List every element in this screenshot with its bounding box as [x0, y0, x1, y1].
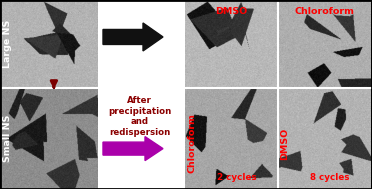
Text: Chloroform: Chloroform — [295, 7, 355, 16]
Text: DMSO: DMSO — [280, 127, 289, 160]
Text: 2 cycles: 2 cycles — [217, 173, 256, 182]
FancyArrow shape — [103, 23, 163, 51]
Bar — [98, 0, 185, 189]
FancyArrow shape — [103, 137, 163, 161]
Text: Small NS: Small NS — [3, 115, 13, 162]
Text: 8 cycles: 8 cycles — [310, 173, 349, 182]
Text: After
precipitation
and
redispersion: After precipitation and redispersion — [108, 96, 171, 137]
Text: DMSO: DMSO — [215, 7, 248, 16]
Text: Large NS: Large NS — [3, 20, 13, 68]
Text: Chloroform: Chloroform — [187, 114, 196, 174]
